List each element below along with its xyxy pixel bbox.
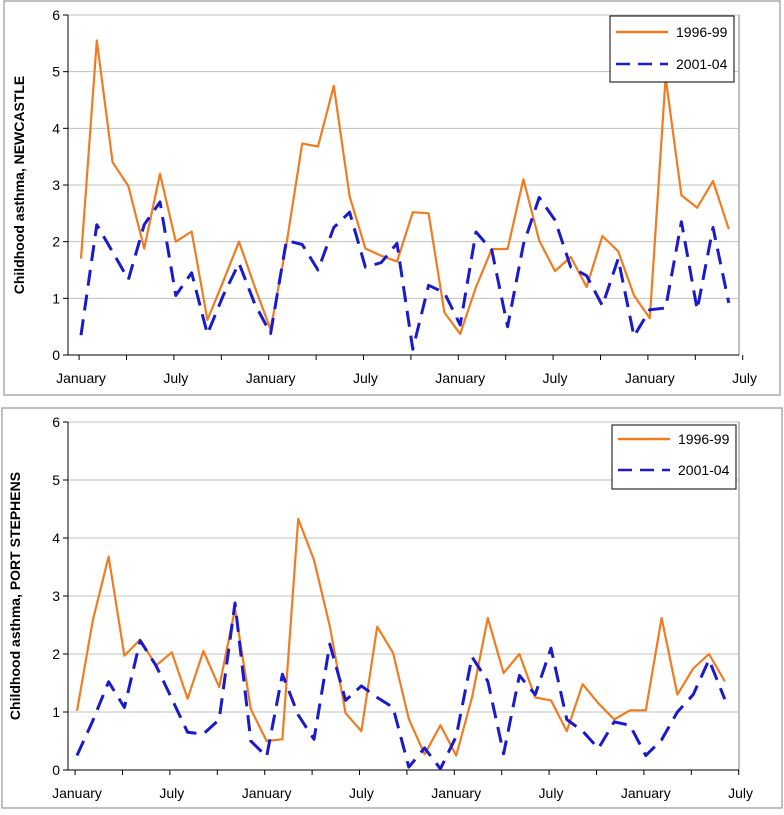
x-tick-label: January: [625, 370, 675, 386]
series-line-2001-04: [75, 601, 727, 771]
axes: [63, 14, 744, 360]
series-lines: [79, 39, 731, 351]
x-tick-label: January: [246, 370, 296, 386]
x-tick-label: July: [732, 370, 757, 386]
y-tick-label: 0: [52, 762, 60, 778]
y-tick-label: 5: [52, 472, 60, 488]
x-tick-label: January: [435, 370, 485, 386]
x-tick-label: January: [56, 370, 106, 386]
y-axis-label: Childhood asthma, PORT STEPHENS: [7, 472, 23, 720]
x-tick-label: January: [431, 785, 481, 801]
legend: 1996-99 2001-04: [611, 424, 737, 490]
y-axis-label: Childhood asthma, NEWCASTLE: [11, 76, 27, 295]
y-tick-label: 2: [52, 646, 60, 662]
x-tick-labels: January July January July January July January…: [56, 370, 757, 386]
y-tick-label: 1: [52, 704, 60, 720]
legend-label-1996-99: 1996-99: [676, 24, 728, 40]
port-stephens-chart: 0 1 2 3 4 5 6 January July January July January Jul…: [1, 407, 783, 809]
y-tick-label: 0: [52, 347, 60, 363]
x-tick-label: July: [163, 370, 188, 386]
legend-box: [609, 15, 735, 83]
x-tick-label: July: [543, 370, 568, 386]
series-line-1996-99: [79, 39, 730, 336]
y-tick-label: 5: [52, 64, 60, 80]
x-tick-label: July: [539, 785, 564, 801]
y-tick-label: 2: [52, 234, 60, 250]
y-tick-label: 6: [52, 7, 60, 23]
y-tick-label: 1: [52, 290, 60, 306]
x-tick-label: January: [52, 785, 102, 801]
series-lines: [75, 517, 727, 771]
legend-label-1996-99: 1996-99: [678, 431, 730, 447]
x-tick-label: July: [159, 785, 184, 801]
legend-label-2001-04: 2001-04: [676, 56, 728, 72]
newcastle-chart: 0 1 2 3 4 5 6 January July January July January Jul…: [3, 0, 781, 396]
y-tick-labels: 0 1 2 3 4 5 6: [52, 7, 60, 363]
y-tick-labels: 0 1 2 3 4 5 6: [52, 414, 60, 778]
y-tick-label: 4: [52, 530, 60, 546]
y-tick-label: 3: [52, 177, 60, 193]
series-line-1996-99: [75, 517, 726, 757]
x-tick-labels: January July January July January July January…: [52, 785, 753, 801]
x-tick-label: July: [349, 785, 374, 801]
y-tick-label: 3: [52, 588, 60, 604]
x-tick-label: January: [242, 785, 292, 801]
legend-box: [611, 424, 737, 490]
y-tick-label: 6: [52, 414, 60, 430]
legend: 1996-99 2001-04: [609, 15, 735, 83]
x-tick-label: July: [353, 370, 378, 386]
axes: [63, 421, 740, 775]
legend-label-2001-04: 2001-04: [678, 462, 730, 478]
x-tick-label: January: [621, 785, 671, 801]
x-tick-label: July: [728, 785, 753, 801]
series-line-2001-04: [79, 196, 731, 351]
y-tick-label: 4: [52, 120, 60, 136]
